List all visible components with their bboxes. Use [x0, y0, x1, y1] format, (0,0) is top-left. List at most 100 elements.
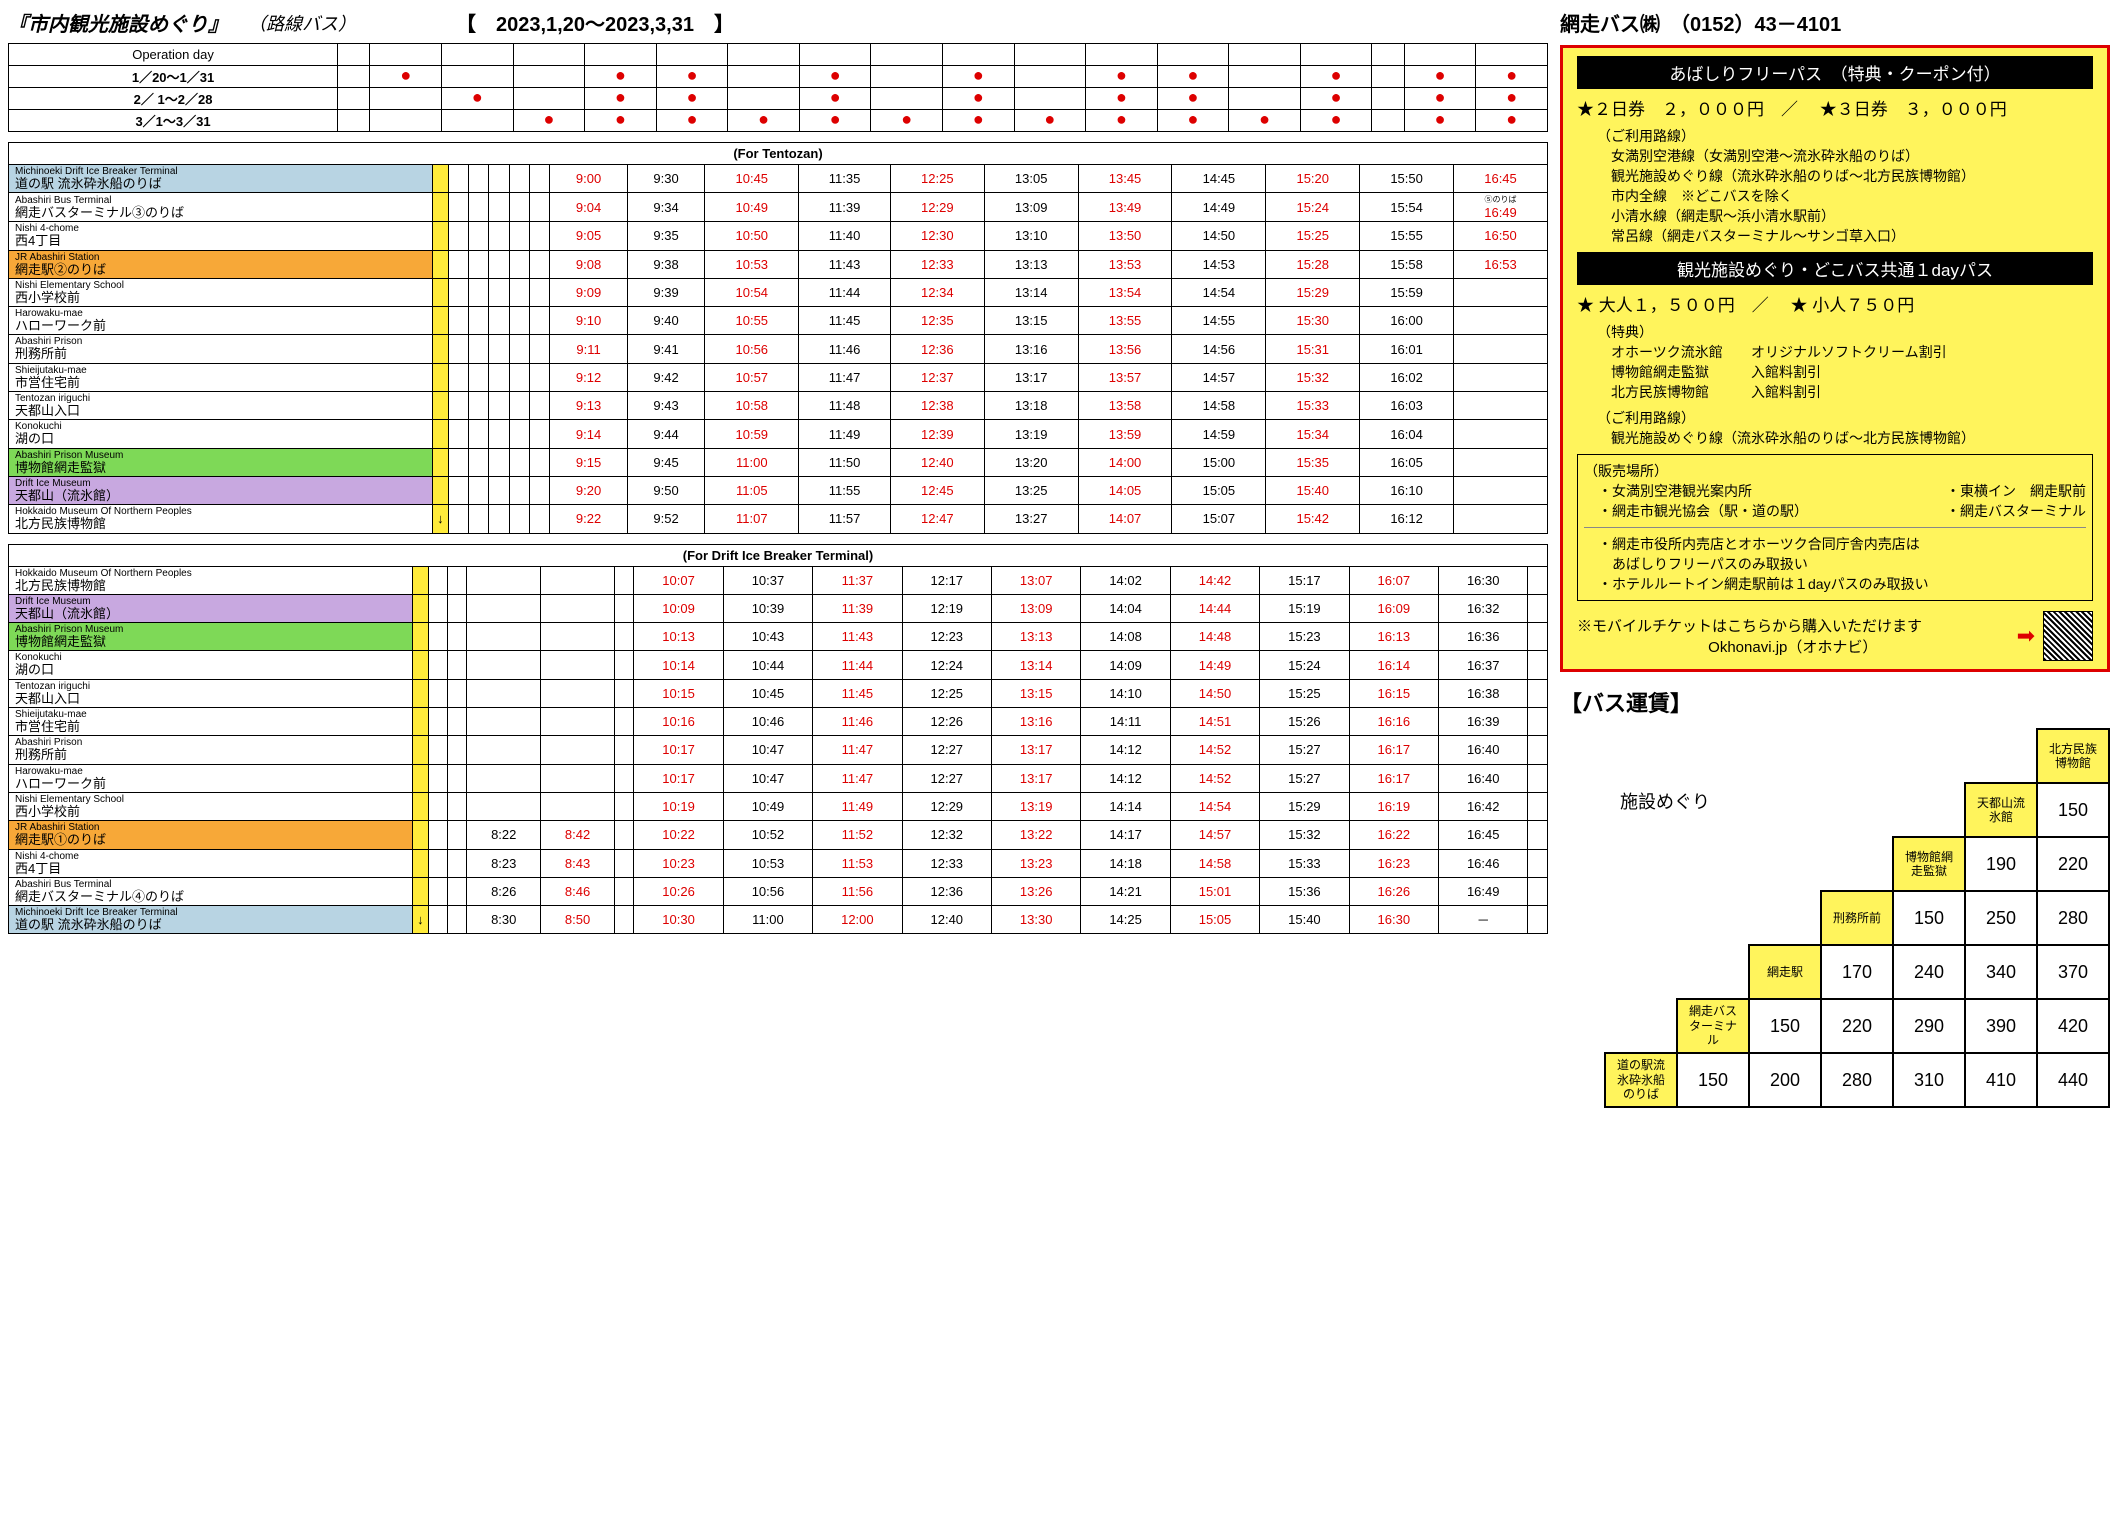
time-cell — [447, 792, 466, 820]
time-cell: 14:56 — [1172, 335, 1266, 363]
time-cell: 13:13 — [991, 623, 1080, 651]
op-dot — [370, 88, 442, 110]
op-dot: ● — [799, 88, 871, 110]
op-dot: ● — [799, 110, 871, 132]
time-cell: 12:40 — [902, 906, 991, 934]
yellow-strip — [433, 307, 449, 335]
time-cell: 9:15 — [550, 448, 628, 476]
fare-label: 網走バスターミナル — [1677, 999, 1749, 1053]
op-dot: ● — [728, 110, 800, 132]
time-cell: 10:53 — [705, 250, 799, 278]
op-dot — [1372, 66, 1404, 88]
time-cell: 12:19 — [902, 594, 991, 622]
fare-title: 【バス運賃】 — [1560, 686, 2110, 718]
sales-item: ・女満別空港観光案内所・東横イン 網走駅前 — [1598, 481, 2086, 501]
time-cell: 12:40 — [890, 448, 984, 476]
time-cell: 13:45 — [1078, 165, 1172, 193]
time-cell — [469, 448, 489, 476]
op-dot: ● — [1086, 110, 1158, 132]
route2-item: 観光施設めぐり線（流氷砕氷船のりば～北方民族博物館） — [1611, 428, 2093, 448]
time-cell: 14:52 — [1170, 736, 1259, 764]
time-cell — [469, 193, 489, 222]
time-cell: 13:16 — [984, 335, 1078, 363]
fare-label: 刑務所前 — [1821, 891, 1893, 945]
time-cell: 10:13 — [634, 623, 723, 651]
time-cell: 14:10 — [1081, 679, 1170, 707]
time-cell: 15:34 — [1266, 420, 1360, 448]
time-cell: 16:05 — [1360, 448, 1454, 476]
time-cell: 14:54 — [1170, 792, 1259, 820]
time-cell: 11:39 — [813, 594, 902, 622]
time-cell: 14:42 — [1170, 566, 1259, 594]
time-cell: 11:53 — [813, 849, 902, 877]
time-cell — [467, 594, 541, 622]
route-item: 観光施設めぐり線（流氷砕氷船のりば～北方民族博物館） — [1611, 166, 2093, 186]
fare-cell: 150 — [2037, 783, 2109, 837]
time-cell: 15:05 — [1172, 476, 1266, 504]
time-cell: 14:25 — [1081, 906, 1170, 934]
time-cell — [1528, 792, 1548, 820]
time-cell: 14:12 — [1081, 736, 1170, 764]
time-cell: 13:55 — [1078, 307, 1172, 335]
time-cell: 15:26 — [1260, 708, 1349, 736]
fare-cell: 240 — [1893, 945, 1965, 999]
time-cell: 8:26 — [467, 877, 541, 905]
fare-empty — [1893, 783, 1965, 837]
fare-label: 北方民族博物館 — [2037, 729, 2109, 783]
time-cell — [489, 165, 509, 193]
time-cell: 9:08 — [550, 250, 628, 278]
fare-empty — [1605, 999, 1677, 1053]
time-cell — [1528, 821, 1548, 849]
time-cell — [1528, 566, 1548, 594]
op-dot — [1014, 88, 1086, 110]
fare-cell: 220 — [1821, 999, 1893, 1053]
time-cell: 10:39 — [723, 594, 812, 622]
benefit-item: 博物館網走監獄入館料割引 — [1611, 362, 2093, 382]
stop-name: Shieijutaku-mae市営住宅前 — [9, 363, 433, 391]
time-cell — [615, 566, 634, 594]
time-cell: 15:40 — [1260, 906, 1349, 934]
op-dot — [442, 110, 514, 132]
time-cell: 13:20 — [984, 448, 1078, 476]
time-cell: 10:56 — [723, 877, 812, 905]
time-cell: 11:47 — [813, 764, 902, 792]
time-cell: 13:22 — [991, 821, 1080, 849]
time-cell: 13:13 — [984, 250, 1078, 278]
time-cell: 14:04 — [1081, 594, 1170, 622]
time-cell — [541, 708, 615, 736]
time-cell: 11:43 — [799, 250, 891, 278]
time-cell: 12:29 — [902, 792, 991, 820]
time-cell: 11:43 — [813, 623, 902, 651]
time-cell: 15:24 — [1266, 193, 1360, 222]
time-cell: 13:10 — [984, 222, 1078, 250]
time-cell — [615, 708, 634, 736]
time-cell — [615, 623, 634, 651]
time-cell: 9:00 — [550, 165, 628, 193]
time-cell — [447, 651, 466, 679]
time-cell: 15:35 — [1266, 448, 1360, 476]
time-cell: 16:42 — [1439, 792, 1528, 820]
time-cell — [1454, 335, 1548, 363]
time-cell — [1528, 594, 1548, 622]
time-cell — [1454, 307, 1548, 335]
time-cell: 12:25 — [902, 679, 991, 707]
time-cell — [529, 222, 549, 250]
time-cell: 12:32 — [902, 821, 991, 849]
time-cell: 11:00 — [705, 448, 799, 476]
time-cell: 10:59 — [705, 420, 799, 448]
time-cell — [467, 764, 541, 792]
time-cell: 14:51 — [1170, 708, 1259, 736]
route-item: 女満別空港線（女満別空港～流氷砕氷船のりば） — [1611, 146, 2093, 166]
yellow-strip — [433, 476, 449, 504]
time-cell: 16:40 — [1439, 736, 1528, 764]
time-cell — [541, 623, 615, 651]
time-cell — [467, 736, 541, 764]
time-cell — [1454, 476, 1548, 504]
yellow-strip: ↓ — [413, 906, 429, 934]
op-dot: ● — [1229, 110, 1301, 132]
yellow-strip — [433, 392, 449, 420]
op-dot — [338, 110, 370, 132]
stop-name: Abashiri Bus Terminal網走バスターミナル③のりば — [9, 193, 433, 222]
stop-name: Abashiri Prison刑務所前 — [9, 335, 433, 363]
time-cell: 14:14 — [1081, 792, 1170, 820]
